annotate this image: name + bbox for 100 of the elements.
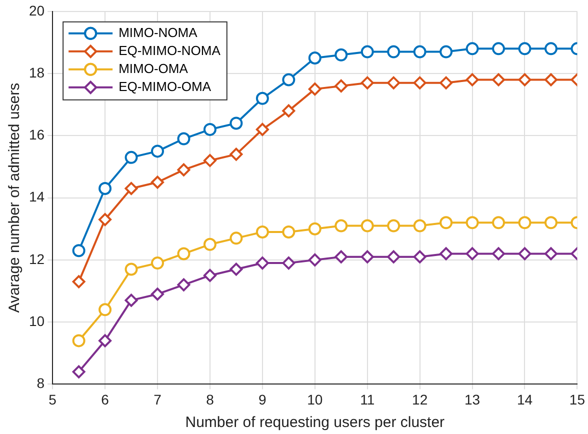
point: [98, 213, 112, 226]
point: [256, 122, 269, 136]
point: [151, 288, 164, 301]
legend-label: EQ-MIMO-NOMA: [118, 42, 221, 58]
point: [308, 253, 322, 266]
x-tick-label: 12: [412, 391, 428, 408]
point: [230, 262, 243, 276]
point: [334, 79, 348, 92]
x-tick-label: 6: [101, 391, 110, 408]
point: [518, 216, 532, 230]
point: [334, 250, 348, 264]
point: [308, 52, 322, 64]
point: [124, 262, 138, 276]
point: [72, 244, 86, 258]
point: [203, 154, 216, 168]
point: [360, 45, 374, 58]
point: [203, 238, 216, 251]
point: [334, 219, 348, 232]
x-tick-label: 11: [360, 391, 375, 408]
point: [282, 73, 296, 86]
point: [151, 176, 164, 189]
y-tick-label: 18: [28, 64, 45, 80]
x-tick-label: 9: [258, 391, 267, 408]
point: [466, 42, 479, 56]
point: [203, 268, 216, 282]
point: [124, 294, 138, 307]
point: [413, 76, 426, 90]
point: [518, 42, 532, 56]
point: [256, 256, 269, 270]
y-tick-label: 20: [28, 2, 45, 18]
point: [492, 42, 506, 56]
x-tick-label: 5: [48, 391, 57, 408]
point: [72, 334, 86, 348]
point: [177, 247, 190, 260]
point: [387, 76, 400, 90]
point: [544, 216, 558, 230]
point: [256, 92, 269, 105]
point: [413, 45, 426, 58]
point: [151, 256, 164, 270]
point: [387, 45, 400, 58]
legend-label: MIMO-NOMA: [118, 24, 198, 40]
point: [387, 250, 400, 264]
point: [98, 182, 112, 195]
point: [282, 256, 296, 270]
point: [334, 48, 348, 62]
x-tick-label: 8: [206, 391, 214, 408]
point: [440, 247, 453, 260]
point: [177, 132, 190, 146]
point: [440, 45, 453, 58]
x-tick-label: 13: [464, 391, 480, 408]
point: [360, 76, 374, 90]
point: [124, 150, 138, 164]
point: [466, 216, 479, 230]
point: [308, 222, 322, 236]
point: [518, 247, 532, 260]
point: [72, 275, 86, 288]
point: [387, 219, 400, 232]
point: [544, 42, 558, 56]
point: [177, 278, 190, 292]
point: [177, 163, 190, 176]
y-tick-label: 14: [28, 188, 45, 205]
point: [308, 82, 322, 96]
point: [282, 225, 296, 238]
point: [492, 247, 506, 260]
legend-label: MIMO-OMA: [118, 60, 188, 76]
point: [544, 73, 558, 86]
legend-label: EQ-MIMO-OMA: [118, 78, 212, 94]
y-axis-title: Avarage number of admitted users: [6, 82, 24, 313]
y-tick-label: 8: [36, 375, 45, 392]
point: [440, 216, 453, 230]
point: [360, 250, 374, 264]
point: [518, 73, 532, 86]
point: [230, 116, 243, 130]
point: [98, 303, 112, 316]
point: [98, 334, 112, 348]
x-tick-label: 10: [307, 391, 323, 408]
point: [492, 73, 506, 86]
point: [413, 250, 426, 264]
point: [466, 247, 479, 260]
point: [492, 216, 506, 230]
y-tick-label: 12: [28, 250, 45, 267]
point: [360, 219, 374, 232]
point: [256, 225, 269, 238]
point: [544, 247, 558, 260]
point: [151, 144, 164, 158]
point: [413, 219, 426, 232]
point: [282, 104, 296, 118]
point: [230, 148, 243, 161]
y-tick-label: 16: [28, 126, 45, 143]
point: [230, 232, 243, 245]
point: [203, 122, 216, 136]
x-tick-label: 14: [516, 391, 533, 408]
y-tick-label: 10: [28, 312, 45, 329]
point: [466, 73, 479, 86]
point: [440, 76, 453, 90]
x-axis-title: Number of requesting users per cluster: [185, 414, 445, 432]
x-tick-label: 7: [154, 391, 162, 408]
point: [124, 182, 138, 195]
point: [72, 365, 86, 378]
x-tick-label: 15: [569, 391, 586, 408]
